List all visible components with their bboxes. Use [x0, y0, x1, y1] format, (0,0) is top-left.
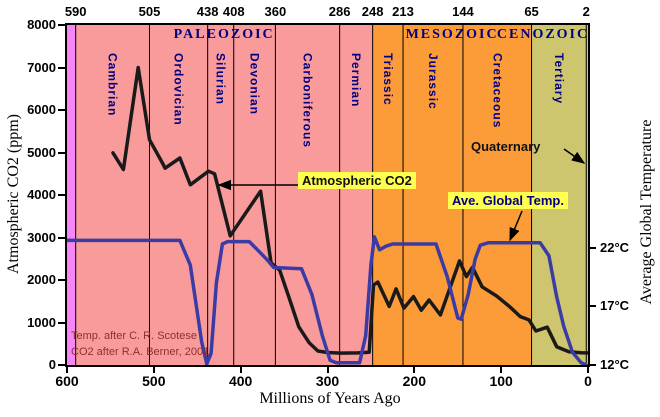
series-line-co2: [111, 65, 588, 355]
temp-series-callout: Ave. Global Temp.: [448, 192, 568, 209]
co2-tick-8000: [58, 24, 65, 26]
period-label-triassic: Triassic: [380, 53, 395, 106]
co2-tick-label-6000: 6000: [27, 102, 56, 117]
era-band-paleozoic: [75, 25, 373, 365]
co2-tick-label-2000: 2000: [27, 272, 56, 287]
co2-source-credit: CO2 after R.A. Berner, 2001: [71, 346, 210, 358]
boundary-label-408ma: 408: [222, 4, 245, 19]
co2-tick-5000: [58, 151, 65, 154]
period-label-ordovician: Ordovician: [171, 53, 186, 126]
co2-tick-7000: [58, 66, 65, 69]
co2-tick-1000: [58, 321, 65, 324]
period-label-cambrian: Cambrian: [105, 53, 120, 117]
time-tick-label-400: 400: [228, 373, 253, 389]
time-tick-label-600: 600: [55, 373, 79, 389]
series-lines: [67, 65, 588, 365]
era-band-precambrian: [67, 25, 76, 365]
co2-tick-6000: [58, 109, 65, 111]
boundary-label-505ma: 505: [138, 4, 161, 19]
period-label-tertiary: Tertiary: [551, 53, 566, 105]
boundary-label-65ma: 65: [524, 4, 539, 19]
boundary-label-213ma: 213: [392, 4, 414, 19]
time-tick-label-500: 500: [142, 373, 166, 389]
period-label-carboniferous: Carboniferous: [300, 53, 315, 149]
co2-tick-label-7000: 7000: [27, 59, 56, 75]
time-tick-label-100: 100: [489, 373, 513, 389]
co2-tick-label-1000: 1000: [27, 314, 56, 330]
era-label-cenozoic: CENOZOIC: [496, 27, 590, 42]
era-label-paleozoic: PALEOZOIC: [173, 27, 275, 42]
temp-tick-label-12: 12°C: [600, 357, 630, 372]
temp-callout-arrow: [509, 210, 523, 242]
co2-tick-label-8000: 8000: [27, 17, 56, 32]
boundary-label-286ma: 286: [328, 4, 351, 19]
temp-source-credit: Temp. after C. R. Scotese: [71, 330, 197, 342]
period-label-jurassic: Jurassic: [426, 53, 440, 110]
temp-tick-22: [589, 246, 596, 249]
period-label-cretaceous: Cretaceous: [490, 53, 505, 129]
era-label-mesozoic: MESOZOIC: [405, 27, 499, 42]
quaternary-period-label: Quaternary: [471, 139, 541, 154]
time-tick-500: [152, 367, 155, 373]
temp-tick-label-17: 17°C: [600, 298, 630, 314]
co2-tick-0: [58, 364, 65, 366]
co2-series-callout: Atmospheric CO2: [298, 172, 416, 189]
temp-tick-17: [589, 305, 596, 308]
time-tick-400: [239, 367, 242, 373]
quaternary-callout-arrow: [563, 148, 586, 164]
time-tick-600: [66, 367, 68, 373]
period-label-permian: Permian: [349, 53, 364, 108]
boundary-label-360ma: 360: [264, 4, 287, 19]
time-tick-300: [326, 367, 329, 373]
co2-tick-3000: [58, 236, 65, 239]
series-line-temp: [67, 235, 588, 365]
period-label-silurian: Silurian: [213, 53, 228, 106]
plot-area: PALEOZOIC MESOZOIC CENOZOIC Cambrian Ordovi…: [65, 23, 590, 367]
co2-tick-label-5000: 5000: [27, 144, 56, 160]
temp-tick-label-22: 22°C: [600, 239, 630, 255]
time-tick-label-0: 0: [584, 373, 592, 389]
co2-tick-label-0: 0: [48, 357, 56, 372]
boundary-label-590ma: 590: [64, 4, 87, 19]
time-tick-0: [587, 367, 589, 373]
x-axis-title: Millions of Years Ago: [259, 390, 401, 407]
co2-tick-4000: [58, 194, 65, 196]
boundary-label-144ma: 144: [452, 4, 474, 19]
time-tick-200: [413, 367, 416, 373]
boundary-label-438ma: 438: [196, 4, 219, 19]
temp-tick-12: [589, 364, 596, 366]
time-tick-label-300: 300: [315, 373, 340, 389]
period-label-devonian: Devonian: [247, 53, 262, 116]
co2-tick-label-3000: 3000: [27, 229, 56, 245]
y-right-axis-title: Average Global Temperature: [638, 119, 655, 305]
boundary-label-2ma: 2: [582, 4, 590, 19]
boundary-label-248ma: 248: [361, 4, 384, 19]
co2-tick-2000: [58, 279, 65, 281]
time-tick-label-200: 200: [402, 373, 427, 389]
co2-tick-label-4000: 4000: [27, 187, 56, 202]
time-tick-100: [500, 367, 503, 373]
